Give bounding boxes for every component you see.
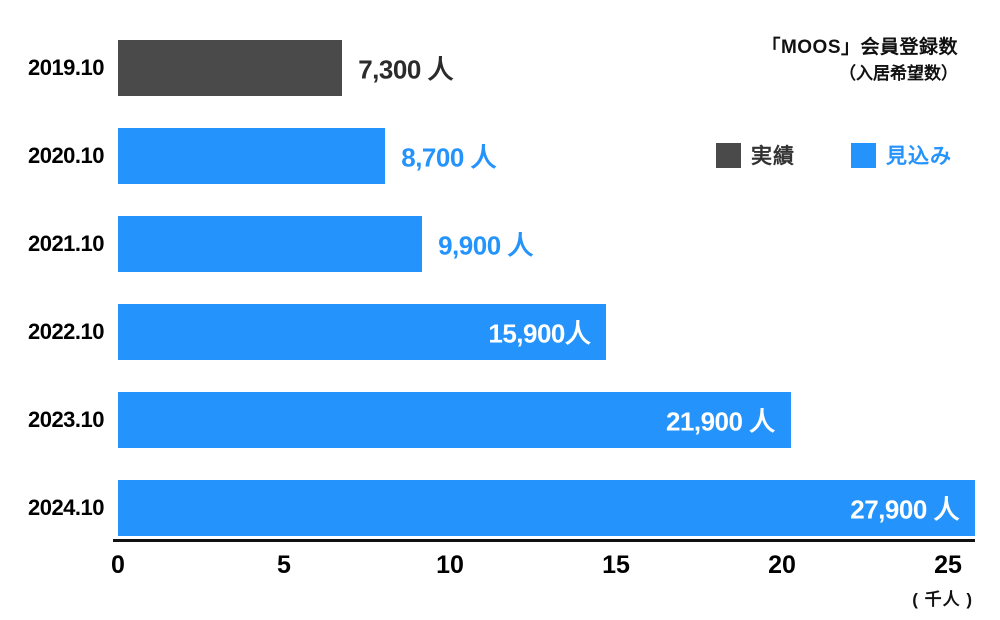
- legend-swatch: [716, 142, 741, 168]
- value-label: 7,300 人: [358, 54, 454, 85]
- value-label: 27,900 人: [850, 494, 959, 525]
- x-tick-5: 5: [277, 551, 291, 579]
- chart-row-2019-10: 2019.10 7,300 人: [0, 24, 1000, 112]
- bar-track: 21,900 人: [118, 392, 975, 448]
- bar-rows: 2019.10 7,300 人 2020.10 8,700 人 2021.10 9,900…: [0, 24, 1000, 552]
- x-tick-25: 25: [934, 551, 962, 579]
- chart-row-2020-10: 2020.10 8,700 人: [0, 112, 1000, 200]
- category-label: 2021.10: [27, 231, 105, 256]
- category-label: 2024.10: [27, 495, 105, 520]
- value-label: 15,900人: [488, 318, 591, 349]
- value-label: 8,700 人: [401, 142, 497, 173]
- x-tick-15: 15: [602, 551, 630, 579]
- value-label: 21,900 人: [665, 406, 775, 437]
- chart-row-2024-10: 2024.10 27,900 人: [0, 464, 1000, 552]
- bar-track: 9,900 人: [118, 216, 975, 272]
- chart-title: 「MOOS」会員登録数 （入居希望数）: [761, 36, 958, 84]
- chart-row-2022-10: 2022.10 15,900人: [0, 288, 1000, 376]
- bar-2019-10: 7,300 人: [118, 40, 454, 96]
- legend-label: 見込み: [886, 145, 952, 168]
- chart-row-2021-10: 2021.10 9,900 人: [0, 200, 1000, 288]
- value-label: 9,900 人: [438, 230, 533, 261]
- x-tick-10: 10: [436, 551, 464, 579]
- legend-label: 実績: [751, 145, 795, 168]
- bar-track: 7,300 人: [118, 40, 975, 96]
- bar-2023-10: 21,900 人: [118, 392, 791, 448]
- bar-track: 8,700 人: [118, 128, 975, 184]
- x-axis-unit-label: ( 千人 ): [912, 590, 973, 609]
- category-label: 2019.10: [27, 55, 105, 80]
- x-axis: 0 5 10 15 20 25 ( 千人 ): [111, 539, 975, 609]
- x-tick-0: 0: [111, 551, 125, 579]
- category-label: 2023.10: [27, 407, 105, 432]
- legend-item-0: 実績: [716, 140, 795, 170]
- bar-2021-10: 9,900 人: [118, 216, 533, 272]
- category-label: 2020.10: [27, 143, 105, 168]
- chart-title-line1: 「MOOS」会員登録数: [761, 37, 958, 58]
- bar-2020-10: 8,700 人: [118, 128, 497, 184]
- x-axis-line: [113, 539, 975, 542]
- category-label: 2022.10: [27, 319, 105, 344]
- bar-track: 27,900 人: [118, 480, 975, 536]
- bar-2024-10: 27,900 人: [118, 480, 975, 536]
- chart-row-2023-10: 2023.10 21,900 人: [0, 376, 1000, 464]
- bar-track: 15,900人: [118, 304, 975, 360]
- bar-2022-10: 15,900人: [118, 304, 607, 360]
- legend: 実績 見込み: [716, 140, 952, 170]
- x-tick-20: 20: [768, 551, 796, 579]
- chart-title-line2: （入居希望数）: [839, 63, 958, 83]
- legend-item-1: 見込み: [851, 140, 952, 170]
- legend-swatch: [851, 142, 876, 168]
